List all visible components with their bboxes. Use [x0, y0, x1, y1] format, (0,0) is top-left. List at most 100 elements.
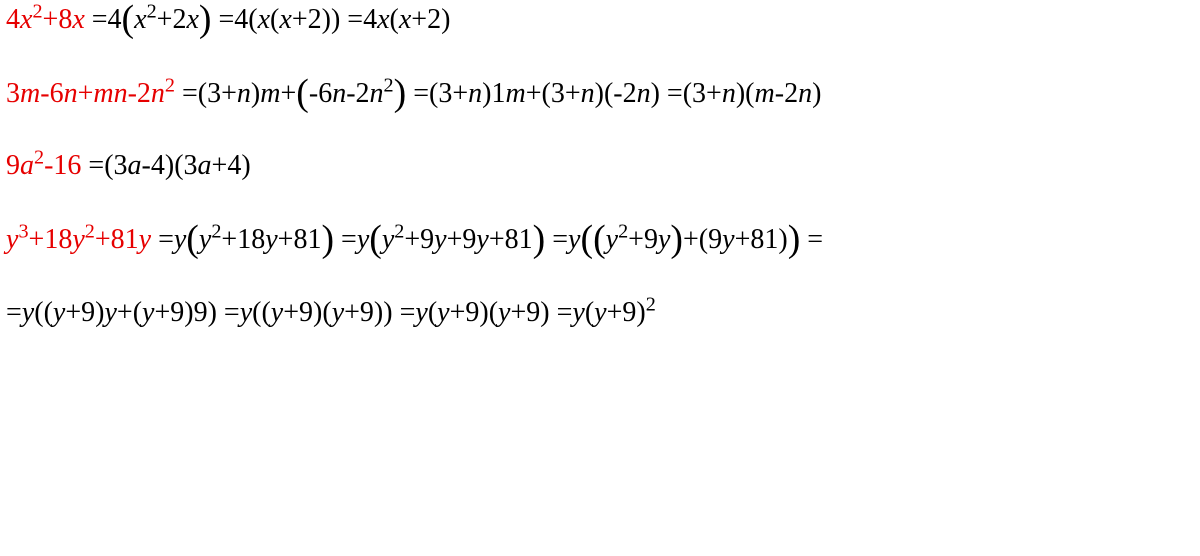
op-plus: +: [404, 224, 420, 255]
var-x: x: [20, 4, 32, 35]
num: 18: [237, 224, 265, 255]
var-m: m: [505, 78, 525, 109]
num: 9: [360, 297, 374, 328]
exp: 2: [394, 221, 404, 243]
rhs-1: =4(x2+2x) =4(x(x+2)) =4x(x+2): [85, 4, 451, 35]
op-eq: =: [175, 78, 198, 109]
paren-open: (: [745, 78, 754, 109]
var-n: n: [114, 78, 128, 109]
paren-close: ): [670, 224, 683, 254]
num: 8: [58, 4, 72, 35]
op-eq: =: [151, 224, 174, 255]
rhs-5: =y((y+9)y+(y+9)9) =y((y+9)(y+9)) =y(y+9)…: [6, 297, 656, 328]
var-y: y: [139, 224, 151, 255]
op-plus: +: [683, 224, 699, 255]
op-plus: +: [78, 78, 94, 109]
op-plus: +: [212, 150, 228, 181]
num: 4: [108, 4, 122, 35]
exp: 3: [18, 221, 28, 243]
exp: 2: [32, 1, 42, 23]
exp: 2: [85, 221, 95, 243]
var-y: y: [594, 297, 606, 328]
var-y: y: [568, 224, 580, 255]
op-plus: +: [510, 297, 526, 328]
num: 3: [114, 150, 128, 181]
paren-open: (: [186, 224, 199, 254]
num: 9: [526, 297, 540, 328]
paren-open: (: [322, 297, 331, 328]
op-plus: +: [157, 4, 173, 35]
num: 6: [318, 78, 332, 109]
num: 81: [750, 224, 778, 255]
var-x: x: [186, 4, 198, 35]
num: 3: [438, 78, 452, 109]
paren-open: (: [604, 78, 613, 109]
op-eq: =: [85, 4, 108, 35]
paren-close: ): [533, 224, 546, 254]
var-y: y: [174, 224, 186, 255]
var-y: y: [6, 224, 18, 255]
exp: 2: [34, 147, 44, 169]
var-y: y: [437, 297, 449, 328]
var-x: x: [72, 4, 84, 35]
op-plus: +: [450, 297, 466, 328]
paren-close: ): [595, 78, 604, 109]
num: 9: [708, 224, 722, 255]
var-y: y: [434, 224, 446, 255]
op-minus: -: [44, 150, 53, 181]
var-y: y: [265, 224, 277, 255]
op-plus: +: [221, 224, 237, 255]
paren-open: (: [593, 224, 606, 254]
paren-open: (: [489, 297, 498, 328]
exp: 2: [165, 75, 175, 97]
paren-open: (: [104, 150, 113, 181]
paren-open: (: [699, 224, 708, 255]
var-x: x: [279, 4, 291, 35]
paren-close: ): [321, 224, 334, 254]
var-n: n: [332, 78, 346, 109]
op-eq: =: [545, 224, 568, 255]
paren-close: ): [788, 224, 801, 254]
var-n: n: [637, 78, 651, 109]
paren-close: ): [812, 78, 821, 109]
op-plus: +: [292, 4, 308, 35]
var-y: y: [199, 224, 211, 255]
op-eq: =: [334, 224, 357, 255]
lhs-3: 9a2-16: [6, 150, 81, 181]
op-plus: +: [278, 224, 294, 255]
op-eq: =: [217, 297, 240, 328]
paren-close: ): [441, 4, 450, 35]
num: 2: [308, 4, 322, 35]
num: 9: [462, 224, 476, 255]
paren-close: ): [251, 78, 260, 109]
num: 18: [44, 224, 72, 255]
var-y: y: [658, 224, 670, 255]
paren-open: (: [683, 78, 692, 109]
num: 3: [551, 78, 565, 109]
op-plus: +: [489, 224, 505, 255]
paren-close: ): [651, 78, 660, 109]
op-eq: =: [340, 4, 363, 35]
op-plus: +: [221, 78, 237, 109]
num: 2: [137, 78, 151, 109]
rhs-3: =(3a-4)(3a+4): [81, 150, 250, 181]
var-y: y: [332, 297, 344, 328]
num: 81: [111, 224, 139, 255]
var-y: y: [22, 297, 34, 328]
num: 9: [194, 297, 208, 328]
op-plus: +: [95, 224, 111, 255]
paren-close: ): [374, 297, 383, 328]
var-m: m: [260, 78, 280, 109]
paren-close: ): [331, 4, 340, 35]
num: 9: [299, 297, 313, 328]
paren-open: (: [270, 4, 279, 35]
op-plus: +: [452, 78, 468, 109]
equation-line-4: y3+18y2+81y =y(y2+18y+81) =y(y2+9y+9y+81…: [6, 224, 1194, 254]
var-n: n: [468, 78, 482, 109]
op-eq: =: [800, 224, 823, 255]
num: 81: [293, 224, 321, 255]
paren-close: ): [383, 297, 392, 328]
var-y: y: [142, 297, 154, 328]
paren-open: (: [34, 297, 43, 328]
num: 4: [227, 150, 241, 181]
